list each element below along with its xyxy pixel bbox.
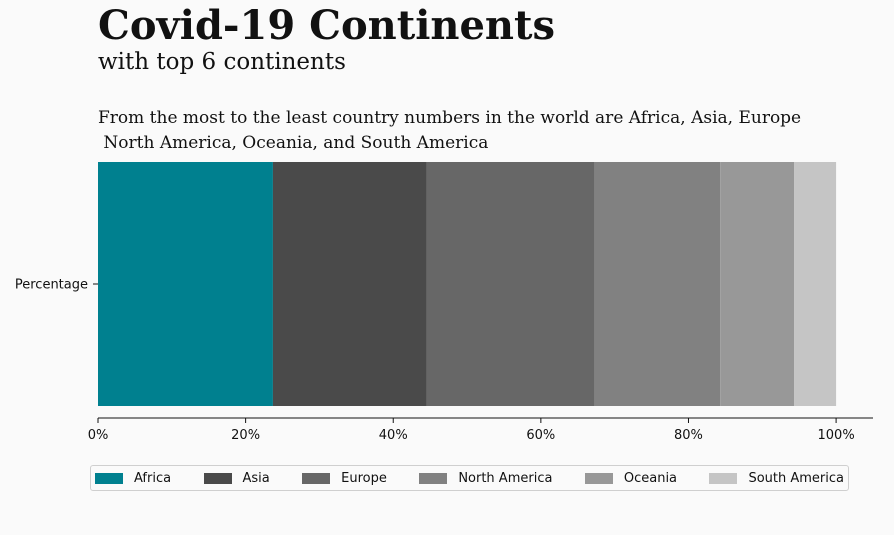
legend-swatch (302, 472, 331, 484)
legend-label: North America (458, 470, 553, 486)
x-tick-label: 20% (231, 428, 260, 443)
chart-title: Covid-19 Continents (98, 2, 555, 49)
legend-label: Africa (134, 470, 172, 486)
legend-item-asia: Asia (203, 470, 270, 486)
legend-label: South America (748, 470, 844, 486)
bar-segment-africa (98, 162, 273, 406)
chart-description: From the most to the least country numbe… (98, 106, 801, 156)
stacked-bar-chart: 0% 20% 40% 60% 80% 100% Percentage (15, 162, 873, 443)
x-axis-ticks: 0% 20% 40% 60% 80% 100% (88, 418, 855, 443)
bar-segment-oceania (720, 162, 795, 406)
bar-segment-asia (272, 162, 427, 406)
legend-label: Oceania (623, 470, 678, 486)
description-line-1: From the most to the least country numbe… (98, 108, 802, 128)
y-tick-label: Percentage (15, 278, 88, 293)
chart-subtitle: with top 6 continents (98, 49, 346, 75)
legend-label: Asia (242, 470, 270, 486)
legend-swatch (203, 472, 232, 484)
bar-segment-south-america (794, 162, 837, 406)
legend-swatch (584, 472, 613, 484)
chart-legend: Africa Asia Europe North America Oceania Sout… (90, 465, 849, 491)
legend-item-north-america: North America (419, 471, 552, 486)
legend-item-oceania: Oceania (584, 470, 678, 486)
x-tick-label: 40% (379, 428, 408, 443)
bar-segment-north-america (594, 162, 721, 406)
bar-group (98, 162, 837, 406)
legend-label: Europe (341, 470, 387, 486)
x-tick-label: 80% (674, 428, 703, 443)
legend-swatch (95, 472, 123, 484)
x-tick-label: 60% (526, 428, 555, 443)
x-tick-label: 100% (818, 428, 855, 443)
legend-item-south-america: South America (709, 471, 844, 486)
x-tick-label: 0% (88, 428, 109, 443)
legend-item-europe: Europe (302, 471, 387, 486)
bar-segment-europe (426, 162, 595, 406)
legend-swatch (419, 472, 448, 484)
legend-item-africa: Africa (95, 471, 171, 486)
legend-swatch (709, 472, 738, 484)
y-axis-ticks: Percentage (15, 278, 98, 293)
description-line-2: North America, Oceania, and South Americ… (98, 133, 489, 153)
